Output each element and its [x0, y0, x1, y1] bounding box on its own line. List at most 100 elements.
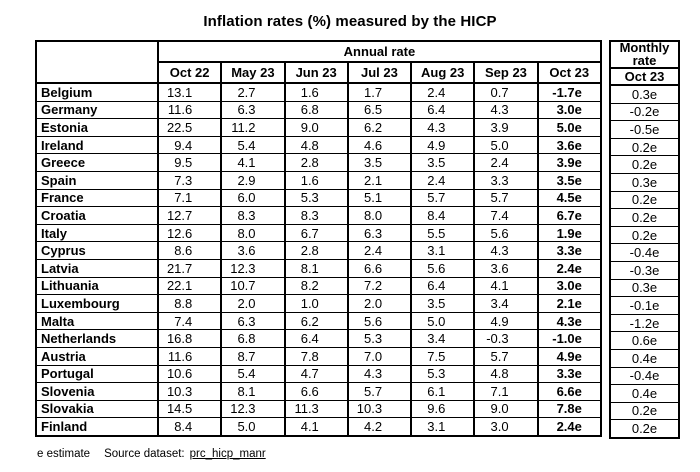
annual-value-cell: 7.0 — [346, 346, 413, 366]
annual-value-cell: 7.1 — [156, 188, 223, 208]
annual-value-cell: 8.6 — [156, 241, 223, 260]
annual-value-cell: 3.9 — [473, 118, 539, 137]
annual-value-cell: 8.7 — [220, 346, 286, 366]
month-header-jun23: Jun 23 — [283, 61, 349, 84]
annual-value-cell: 2.1 — [346, 170, 413, 190]
annual-value-cell: 4.2 — [346, 417, 413, 437]
annual-estimate-cell: 3.5e — [536, 170, 602, 190]
annual-value-cell: 2.4 — [410, 170, 476, 190]
annual-value-cell: 5.5 — [410, 223, 476, 243]
monthly-value-cell: -0.3e — [609, 260, 680, 280]
monthly-group-header-row: Monthly rate — [609, 40, 680, 69]
monthly-value-cell: 0.3e — [609, 84, 680, 104]
country-cell: Finland — [35, 417, 159, 437]
country-cell: Germany — [35, 100, 159, 120]
month-header-row: Oct 22 May 23 Jun 23 Jul 23 Aug 23 Sep 2… — [36, 61, 602, 84]
annual-value-cell: 7.1 — [473, 382, 539, 401]
annual-value-cell: 8.0 — [220, 223, 286, 243]
annual-value-cell: 4.3 — [410, 118, 476, 137]
annual-value-cell: 7.2 — [346, 276, 413, 296]
country-cell: Belgium — [35, 82, 159, 102]
country-cell: Croatia — [35, 206, 159, 225]
annual-value-cell: 10.3 — [156, 382, 223, 401]
footer: e estimate Source dataset: prc_hicp_manr — [37, 448, 266, 460]
annual-value-cell: 8.3 — [220, 206, 286, 225]
monthly-rate-table: Monthly rate Oct 23 0.3e -0.2e -0.5e 0.2e 0.… — [609, 40, 680, 439]
annual-value-cell: 6.5 — [346, 100, 413, 120]
annual-value-cell: 5.7 — [473, 346, 539, 366]
monthly-table-row: 0.4e — [609, 348, 680, 368]
annual-value-cell: 9.5 — [156, 153, 223, 172]
country-cell: Spain — [35, 170, 159, 190]
annual-value-cell: 7.5 — [410, 346, 476, 366]
monthly-table-row: 0.4e — [609, 384, 680, 403]
annual-estimate-cell: 3.9e — [536, 153, 602, 172]
annual-value-cell: 5.3 — [283, 188, 349, 208]
source-dataset-link[interactable]: prc_hicp_manr — [189, 448, 266, 460]
annual-value-cell: -0.3 — [473, 329, 539, 348]
monthly-value-cell: 0.2e — [609, 137, 680, 157]
annual-value-cell: 4.9 — [473, 311, 539, 331]
table-row: Estonia 22.5 11.2 9.0 6.2 4.3 3.9 5.0e — [35, 118, 602, 137]
page-title: Inflation rates (%) measured by the HICP — [203, 13, 497, 30]
monthly-table-row: 0.2e — [609, 225, 680, 245]
table-row: France 7.1 6.0 5.3 5.1 5.7 5.7 4.5e — [35, 188, 602, 208]
country-cell: Cyprus — [35, 241, 159, 260]
annual-value-cell: 4.1 — [220, 153, 286, 172]
table-row: Portugal 10.6 5.4 4.7 4.3 5.3 4.8 3.3e — [35, 364, 602, 384]
annual-value-cell: 3.6 — [473, 258, 539, 278]
country-cell: Greece — [35, 153, 159, 172]
monthly-value-cell: -0.5e — [609, 120, 680, 139]
annual-value-cell: 5.0 — [473, 135, 539, 155]
month-header-aug23: Aug 23 — [410, 61, 476, 84]
table-row: Cyprus 8.6 3.6 2.8 2.4 3.1 4.3 3.3e — [35, 241, 602, 260]
annual-value-cell: 6.6 — [346, 258, 413, 278]
table-row: Slovakia 14.5 12.3 11.3 10.3 9.6 9.0 7.8e — [35, 399, 602, 419]
table-row: Italy 12.6 8.0 6.7 6.3 5.5 5.6 1.9e — [35, 223, 602, 243]
annual-estimate-cell: 7.8e — [536, 399, 602, 419]
annual-value-cell: 3.5 — [410, 294, 476, 313]
annual-value-cell: 2.9 — [220, 170, 286, 190]
annual-value-cell: 11.6 — [156, 100, 223, 120]
annual-value-cell: 11.3 — [283, 399, 349, 419]
annual-value-cell: 3.5 — [410, 153, 476, 172]
country-cell: France — [35, 188, 159, 208]
annual-value-cell: 4.3 — [473, 100, 539, 120]
corner-cell — [35, 40, 159, 84]
annual-value-cell: 4.1 — [473, 276, 539, 296]
annual-value-cell: 8.4 — [410, 206, 476, 225]
monthly-value-cell: 0.2e — [609, 401, 680, 421]
annual-value-cell: 6.4 — [410, 276, 476, 296]
annual-value-cell: 8.1 — [283, 258, 349, 278]
annual-estimate-cell: 6.7e — [536, 206, 602, 225]
annual-value-cell: 6.2 — [346, 118, 413, 137]
annual-value-cell: 8.1 — [220, 382, 286, 401]
annual-value-cell: 12.7 — [156, 206, 223, 225]
monthly-value-cell: -0.2e — [609, 102, 680, 122]
monthly-value-cell: 0.2e — [609, 155, 680, 174]
annual-value-cell: 5.7 — [473, 188, 539, 208]
annual-estimate-cell: -1.7e — [536, 82, 602, 102]
annual-estimate-cell: 2.1e — [536, 294, 602, 313]
annual-value-cell: 7.8 — [283, 346, 349, 366]
monthly-value-cell: -0.4e — [609, 366, 680, 386]
annual-estimate-cell: 4.3e — [536, 311, 602, 331]
month-header-oct23: Oct 23 — [536, 61, 602, 84]
month-header-jul23: Jul 23 — [346, 61, 413, 84]
annual-value-cell: 7.4 — [473, 206, 539, 225]
annual-value-cell: 5.7 — [410, 188, 476, 208]
annual-value-cell: 22.1 — [156, 276, 223, 296]
annual-estimate-cell: 6.6e — [536, 382, 602, 401]
annual-value-cell: 4.7 — [283, 364, 349, 384]
annual-value-cell: 2.4 — [346, 241, 413, 260]
annual-estimate-cell: 3.0e — [536, 100, 602, 120]
country-cell: Ireland — [35, 135, 159, 155]
table-row: Luxembourg 8.8 2.0 1.0 2.0 3.5 3.4 2.1e — [35, 294, 602, 313]
table-row: Spain 7.3 2.9 1.6 2.1 2.4 3.3 3.5e — [35, 170, 602, 190]
monthly-value-cell: 0.2e — [609, 419, 680, 439]
annual-rate-group-header: Annual rate — [157, 40, 602, 63]
annual-estimate-cell: 5.0e — [536, 118, 602, 137]
annual-value-cell: 3.4 — [473, 294, 539, 313]
annual-value-cell: 5.3 — [346, 329, 413, 348]
